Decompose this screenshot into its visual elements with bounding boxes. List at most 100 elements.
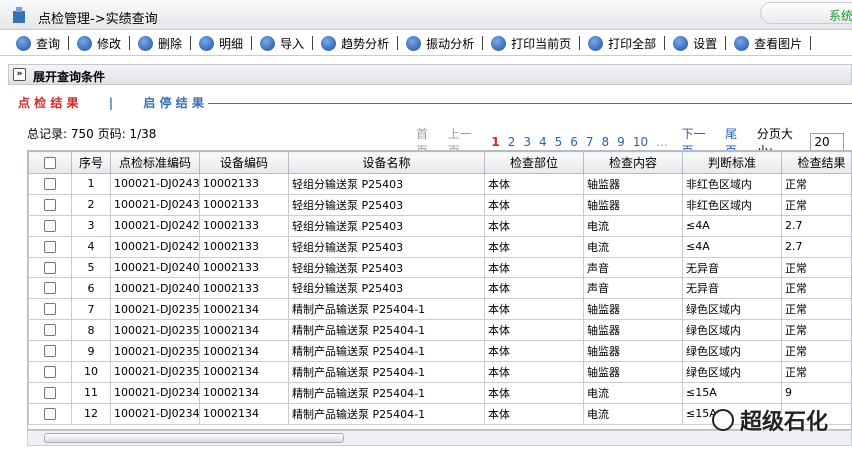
cell: 轴监器	[583, 319, 683, 342]
cell: 精制产品输送泵 P25404-1	[288, 402, 485, 425]
cell: 100021-DJ0234	[110, 381, 200, 404]
cell: ≤4A	[682, 214, 782, 237]
page-link[interactable]: 8	[601, 135, 610, 149]
cell: ≤15A	[682, 381, 782, 404]
toolbar-button[interactable]: 查询	[16, 35, 60, 52]
select-cell	[28, 173, 72, 195]
tab[interactable]: 启 停 结 果	[143, 96, 204, 110]
select-cell	[28, 402, 72, 425]
cell: 12	[71, 402, 111, 425]
cell: 轻组分输送泵 P25403	[288, 277, 485, 300]
cell: 100021-DJ0235	[110, 361, 200, 383]
row-checkbox[interactable]	[44, 407, 56, 420]
toolbar-button[interactable]: 趋势分析	[321, 35, 389, 52]
cell: 4	[71, 235, 111, 258]
cell: 正常	[781, 340, 851, 363]
cell: 100021-DJ0240	[110, 256, 200, 279]
cell: 2.7	[781, 214, 851, 237]
table-row: 1 100021-DJ0243 10002133 轻组分输送泵 P25403 本体 轴监器…	[28, 173, 851, 195]
page-link[interactable]: 1	[491, 135, 500, 149]
toolbar-button[interactable]: 设置	[673, 35, 717, 52]
toolbar-label: 趋势分析	[341, 36, 390, 51]
table-row: 11 100021-DJ0234 10002134 精制产品输送泵 P25404-1 本…	[28, 381, 851, 404]
table-viewport: 序号 点检标准编码 设备编码 设备名称 检查部位 检查内容 判断标准 检查结果 1 100021-…	[27, 150, 852, 430]
toolbar-separator	[190, 36, 192, 50]
page-link[interactable]: 5	[554, 135, 563, 149]
toolbar-button[interactable]: 修改	[77, 35, 121, 52]
toolbar: 查询 修改 删除 明细 导入 趋势分析 振动分析 打印当前页 打印全部 设置 查看图片	[0, 31, 852, 56]
toolbar-button[interactable]: 打印当前页	[491, 35, 571, 52]
query-toggle-label: 展开查询条件	[33, 70, 106, 84]
toolbar-label: 查看图片	[754, 36, 803, 51]
cell: 绿色区域内	[682, 340, 782, 363]
table-row: 5 100021-DJ0240 10002133 轻组分输送泵 P25403 本体 声音无…	[28, 256, 851, 279]
cell: 精制产品输送泵 P25404-1	[288, 298, 485, 321]
row-checkbox[interactable]	[44, 177, 56, 190]
page-link[interactable]: 6	[570, 135, 578, 149]
cell: 精制产品输送泵 P25404-1	[288, 361, 485, 383]
row-checkbox[interactable]	[44, 303, 56, 316]
page-link[interactable]: 7	[585, 135, 594, 149]
cell: 9	[781, 381, 851, 404]
cell: 轻组分输送泵 P25403	[288, 256, 485, 279]
cell: 10002134	[199, 319, 289, 342]
row-checkbox[interactable]	[44, 324, 56, 337]
cell: 本体	[484, 402, 584, 425]
cell: 7	[71, 298, 111, 321]
query-toggle[interactable]: » 展开查询条件	[8, 64, 852, 85]
toolbar-button[interactable]: 明细	[199, 35, 243, 52]
cell: 本体	[484, 193, 584, 216]
cell: 100021-DJ0235	[110, 340, 200, 363]
toolbar-separator	[482, 36, 484, 50]
cell: 本体	[484, 277, 584, 300]
page-link[interactable]: 9	[617, 135, 625, 149]
select-cell	[28, 319, 72, 342]
row-checkbox[interactable]	[44, 219, 56, 232]
header: 点检管理->实绩查询 系统	[0, 0, 852, 30]
cell: 轴监器	[583, 361, 683, 383]
cell: 11	[71, 381, 111, 404]
cell: 3	[71, 214, 111, 237]
row-checkbox[interactable]	[44, 282, 56, 295]
row-checkbox[interactable]	[44, 240, 56, 253]
cell: 10002134	[199, 340, 289, 363]
page-link[interactable]: 10	[632, 135, 649, 149]
toolbar-button[interactable]: 导入	[260, 35, 304, 52]
toolbar-button[interactable]: 查看图片	[734, 35, 802, 52]
cell: 100021-DJ0242	[110, 214, 200, 237]
row-checkbox[interactable]	[44, 386, 56, 399]
cell: 9	[71, 340, 111, 363]
scrollbar[interactable]	[27, 430, 852, 446]
page-link[interactable]: 2	[507, 135, 516, 149]
select-all-header	[28, 151, 72, 174]
system-menu[interactable]: 系统	[760, 2, 852, 24]
table-row: 8 100021-DJ0235 10002134 精制产品输送泵 P25404-1 本体…	[28, 319, 851, 342]
cell: 精制产品输送泵 P25404-1	[288, 319, 485, 342]
page-link[interactable]: 3	[523, 135, 531, 149]
cell: 本体	[484, 256, 584, 279]
cell: 正常	[781, 173, 851, 195]
toolbar-button[interactable]: 打印全部	[588, 35, 656, 52]
row-checkbox[interactable]	[44, 198, 56, 211]
select-all-checkbox[interactable]	[44, 156, 56, 169]
page-link[interactable]: 4	[538, 135, 547, 149]
row-checkbox[interactable]	[44, 365, 56, 378]
column-header: 检查结果	[781, 151, 851, 174]
cell: 轴监器	[583, 298, 683, 321]
select-cell	[28, 340, 72, 363]
toolbar-button[interactable]: 振动分析	[406, 35, 474, 52]
row-checkbox[interactable]	[44, 345, 56, 358]
table-row: 2 100021-DJ0243 10002133 轻组分输送泵 P25403 本体 轴监器…	[28, 193, 851, 216]
tab[interactable]: 点 检 结 果	[18, 96, 79, 110]
cell: 10002134	[199, 298, 289, 321]
cell: 100021-DJ0235	[110, 319, 200, 342]
toolbar-separator	[251, 36, 253, 50]
toolbar-button[interactable]: 删除	[138, 35, 182, 52]
page-size-input[interactable]: 20	[810, 133, 844, 151]
column-header: 点检标准编码	[110, 151, 200, 174]
cell: 正常	[781, 256, 851, 279]
row-checkbox[interactable]	[44, 261, 56, 274]
select-cell	[28, 277, 72, 300]
cell: 2	[71, 193, 111, 216]
cell: 轻组分输送泵 P25403	[288, 193, 485, 216]
